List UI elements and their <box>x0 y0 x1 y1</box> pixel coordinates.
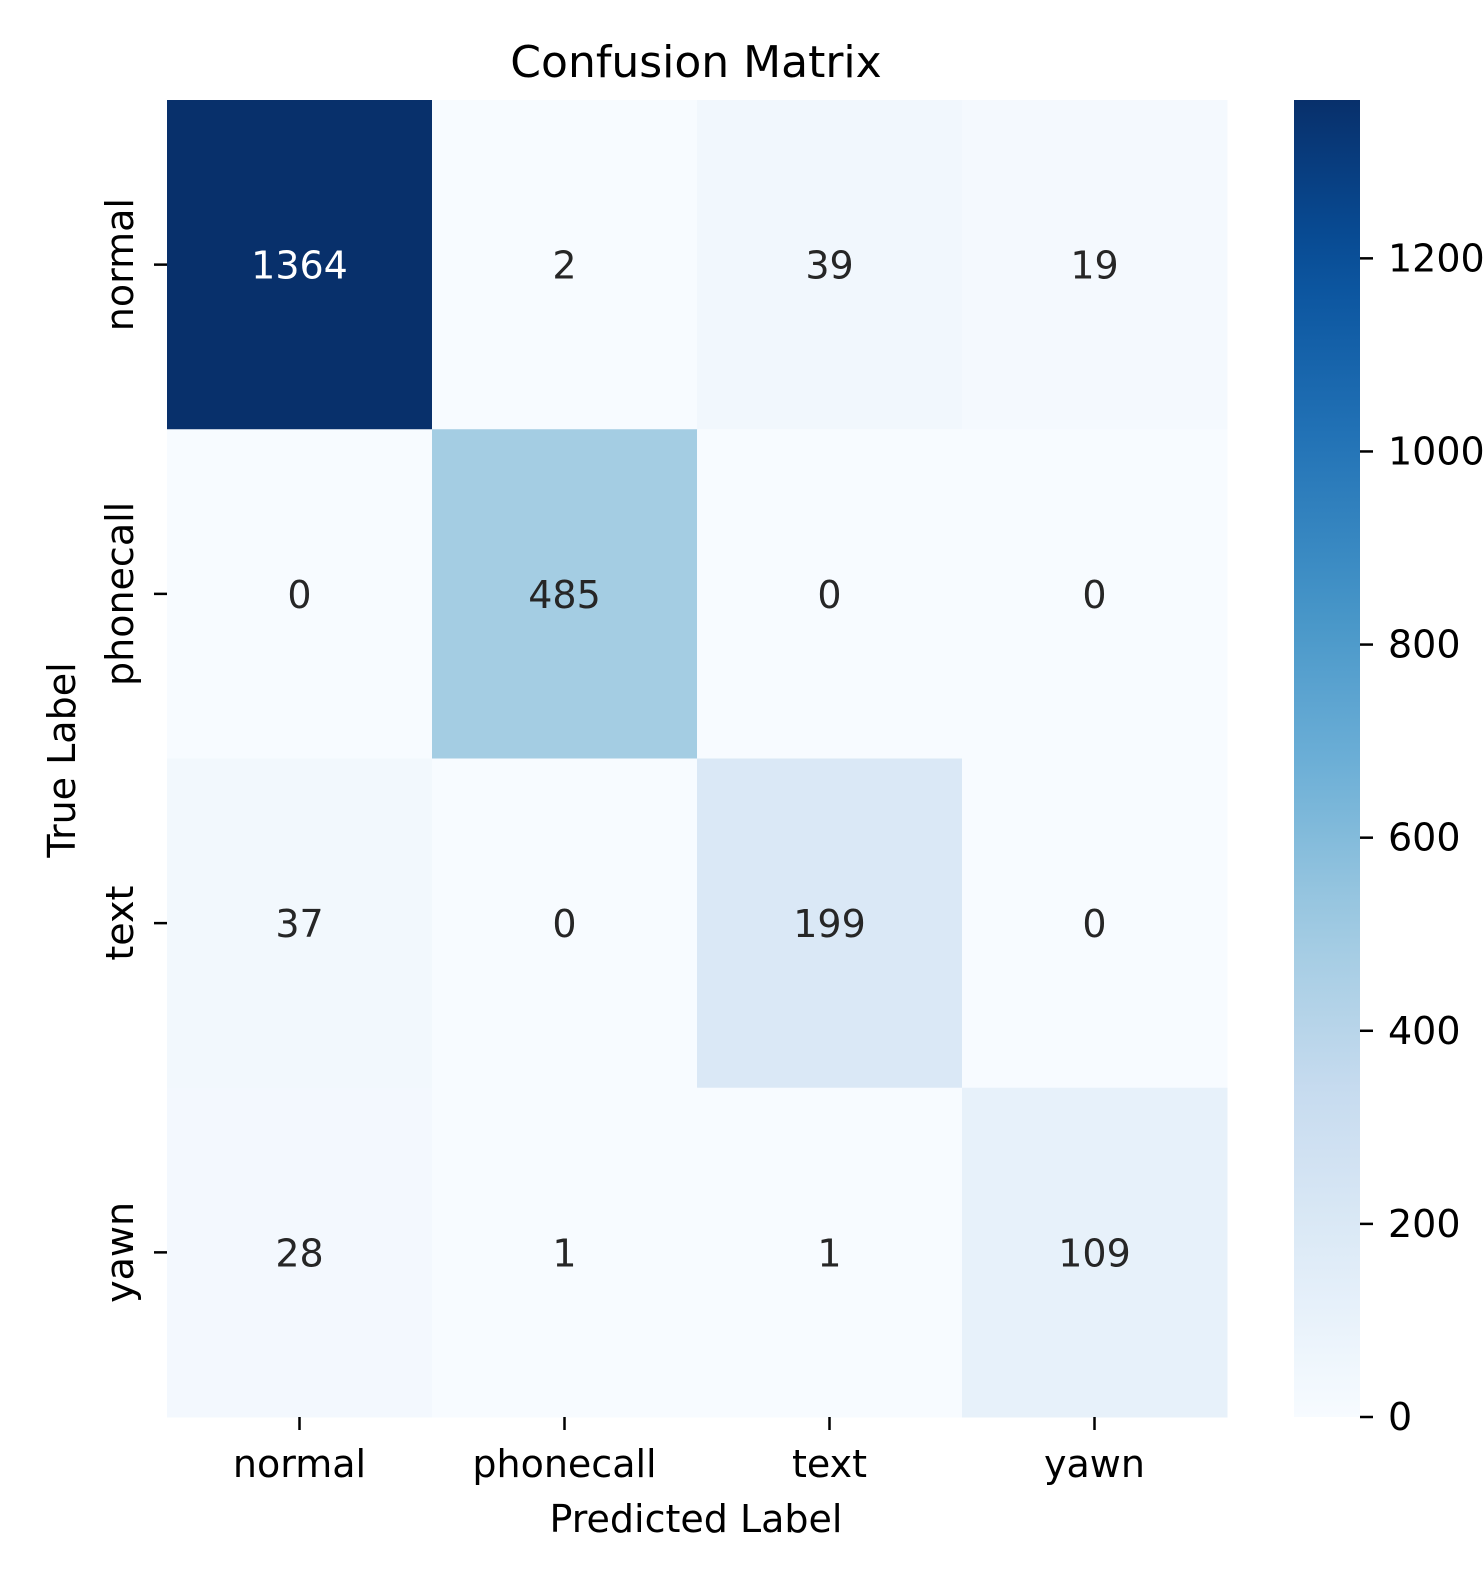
heatmap-cell <box>697 429 963 759</box>
x-tick-label: yawn <box>1044 1442 1145 1486</box>
heatmap-cell <box>962 1087 1228 1418</box>
colorbar-tick-label: 1000 <box>1388 429 1484 473</box>
colorbar-gradient <box>1294 100 1360 1417</box>
heatmap-cell <box>167 429 433 759</box>
cell-value: 1 <box>552 1231 576 1275</box>
cell-value: 0 <box>1082 573 1106 617</box>
x-axis-title: Predicted Label <box>550 1497 843 1541</box>
heatmap-cell <box>962 100 1228 430</box>
x-tick-label: text <box>792 1442 867 1486</box>
cell-value: 39 <box>805 244 853 288</box>
x-tick-label: phonecall <box>472 1442 656 1486</box>
cell-value: 1 <box>817 1231 841 1275</box>
x-tick-label: normal <box>233 1442 366 1486</box>
y-tick-label: phonecall <box>98 502 142 686</box>
cell-value: 485 <box>528 573 601 617</box>
heatmap-cell <box>432 429 698 759</box>
y-tick-label: yawn <box>98 1202 142 1303</box>
heatmap-cell <box>962 429 1228 759</box>
cell-value: 0 <box>817 573 841 617</box>
y-axis-ticks: normal phonecall text yawn <box>98 198 167 1303</box>
heatmap-cell <box>697 100 963 430</box>
heatmap-cell <box>697 1087 963 1418</box>
colorbar-tick-label: 600 <box>1388 816 1461 860</box>
cell-value: 109 <box>1058 1231 1131 1275</box>
heatmap-cell <box>432 100 698 430</box>
colorbar-tick-label: 1200 <box>1388 236 1484 280</box>
cell-value: 2 <box>552 244 576 288</box>
colorbar-tick-label: 400 <box>1388 1009 1461 1053</box>
heatmap-cell <box>167 1087 433 1418</box>
colorbar-tick-label: 800 <box>1388 623 1461 667</box>
cell-value: 1364 <box>251 244 348 288</box>
heatmap-cell <box>432 1087 698 1418</box>
colorbar-tick-label: 200 <box>1388 1202 1461 1246</box>
heatmap-cell <box>167 758 433 1089</box>
cell-value: 0 <box>552 902 576 946</box>
heatmap-cells <box>167 100 1228 1418</box>
colorbar: 0 200 400 600 800 1000 1200 <box>1294 100 1484 1439</box>
heatmap-cell <box>432 758 698 1089</box>
heatmap-cell <box>962 758 1228 1089</box>
heatmap-cell <box>697 758 963 1089</box>
cell-value: 199 <box>793 902 866 946</box>
cell-value: 19 <box>1070 244 1118 288</box>
y-axis-title: True Label <box>40 662 84 858</box>
chart-title: Confusion Matrix <box>510 37 881 88</box>
y-tick-label: text <box>98 886 142 961</box>
x-axis-ticks: normal phonecall text yawn <box>233 1417 1145 1486</box>
y-tick-label: normal <box>98 198 142 331</box>
cell-value: 28 <box>275 1231 323 1275</box>
cell-value: 0 <box>1082 902 1106 946</box>
cell-value: 37 <box>275 902 323 946</box>
colorbar-tick-label: 0 <box>1388 1395 1412 1439</box>
cell-value: 0 <box>287 573 311 617</box>
cell-annotations: 1364 2 39 19 0 485 0 0 37 0 199 0 28 1 1 109 <box>251 244 1131 1276</box>
heatmap-cell <box>167 100 433 430</box>
